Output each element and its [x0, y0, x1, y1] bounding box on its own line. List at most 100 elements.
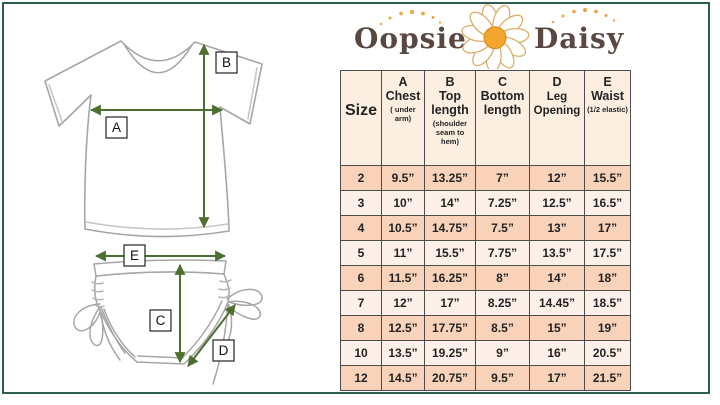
daisy-flower-icon	[461, 4, 530, 69]
col-letter-c: C	[497, 75, 508, 89]
svg-text:A: A	[112, 120, 121, 135]
cell-leg-opening: 12.5”	[529, 190, 585, 216]
col-header-chest: A Chest ( under arm)	[381, 70, 425, 166]
cell-size: 4	[340, 215, 382, 241]
cell-waist: 17.5”	[584, 240, 631, 266]
tshirt-collar-line	[123, 43, 193, 74]
col-label-leg-opening: Leg Opening	[533, 91, 581, 118]
table-row: 6 11.5” 16.25” 8” 14” 18”	[340, 265, 631, 291]
svg-text:B: B	[222, 55, 231, 70]
table-row: 7 12” 17” 8.25” 14.45” 18.5”	[340, 290, 631, 316]
dotted-arc-right-icon	[551, 7, 616, 24]
cell-bottom-length: 7.5”	[475, 215, 530, 241]
cell-bottom-length: 9”	[475, 340, 530, 366]
svg-text:D: D	[219, 343, 229, 358]
cell-chest: 12”	[381, 290, 425, 316]
cell-leg-opening: 16”	[529, 340, 585, 366]
cell-waist: 18”	[584, 265, 631, 291]
label-d: D	[212, 339, 235, 362]
col-letter-e: E	[603, 75, 612, 89]
cell-chest: 11”	[381, 240, 425, 266]
cell-size: 5	[340, 240, 382, 266]
col-label-waist: Waist	[591, 89, 624, 103]
cell-top-length: 19.25”	[424, 340, 476, 366]
cell-chest: 10.5”	[381, 215, 425, 241]
bottoms-right-gathers	[218, 279, 232, 299]
arrow-d-leg-opening	[187, 304, 236, 367]
cell-size: 7	[340, 290, 382, 316]
tshirt-left-cuff-seam	[48, 84, 63, 122]
cell-top-length: 20.75”	[424, 365, 476, 391]
table-row: 8 12.5” 17.75” 8.5” 15” 19”	[340, 315, 631, 341]
size-table-body: 2 9.5” 13.25” 7” 12” 15.5” 3 10” 14” 7.2…	[340, 165, 631, 391]
col-label-chest: Chest	[385, 89, 421, 103]
cell-leg-opening: 17”	[529, 365, 585, 391]
cell-leg-opening: 14.45”	[529, 290, 585, 316]
cell-waist: 17”	[584, 215, 631, 241]
cell-leg-opening: 13”	[529, 215, 585, 241]
col-label-top-length: Top length	[431, 89, 469, 117]
measure-labels: A B E C D	[105, 51, 238, 362]
cell-top-length: 16.25”	[424, 265, 476, 291]
cell-chest: 10”	[381, 190, 425, 216]
col-letter-b: B	[445, 75, 455, 89]
cell-chest: 9.5”	[381, 165, 425, 191]
dotted-arc-left-icon	[379, 9, 442, 26]
cell-bottom-length: 8.5”	[475, 315, 530, 341]
svg-text:C: C	[156, 313, 166, 328]
size-chart-table: Size A Chest ( under arm) B Top length (…	[340, 70, 631, 391]
cell-size: 12	[340, 365, 382, 391]
tshirt-hem-seam	[85, 221, 229, 230]
cell-top-length: 13.25”	[424, 165, 476, 191]
cell-leg-opening: 15”	[529, 315, 585, 341]
cell-waist: 19”	[584, 315, 631, 341]
left-tie-bow	[73, 303, 126, 361]
header-row: Size A Chest ( under arm) B Top length (…	[340, 70, 631, 166]
col-header-leg-opening: D Leg Opening	[529, 70, 585, 166]
col-label-bottom-length: Bottom length	[480, 89, 525, 117]
col-header-waist: E Waist (1/2 elastic)	[584, 70, 631, 166]
cell-chest: 11.5”	[381, 265, 425, 291]
measure-arrows	[89, 43, 236, 367]
table-row: 3 10” 14” 7.25” 12.5” 16.5”	[340, 190, 631, 216]
table-row: 12 14.5” 20.75” 9.5” 17” 21.5”	[340, 365, 631, 391]
bottoms-left-leg-binding	[103, 308, 136, 358]
tshirt-right-cuff-seam	[247, 67, 258, 120]
svg-text:E: E	[130, 248, 139, 263]
col-header-size: Size	[340, 70, 382, 166]
table-row: 2 9.5” 13.25” 7” 12” 15.5”	[340, 165, 631, 191]
cell-bottom-length: 9.5”	[475, 365, 530, 391]
cell-bottom-length: 8.25”	[475, 290, 530, 316]
col-header-top-length: B Top length (shoulder seam to hem)	[424, 70, 476, 166]
cell-chest: 13.5”	[381, 340, 425, 366]
cell-leg-opening: 14”	[529, 265, 585, 291]
cell-waist: 21.5”	[584, 365, 631, 391]
cell-bottom-length: 7.25”	[475, 190, 530, 216]
table-row: 5 11” 15.5” 7.75” 13.5” 17.5”	[340, 240, 631, 266]
cell-waist: 16.5”	[584, 190, 631, 216]
cell-waist: 15.5”	[584, 165, 631, 191]
col-sub-top-length: (shoulder seam to hem)	[432, 118, 468, 147]
cell-chest: 12.5”	[381, 315, 425, 341]
cell-chest: 14.5”	[381, 365, 425, 391]
label-c: C	[149, 309, 172, 332]
cell-size: 10	[340, 340, 382, 366]
label-e: E	[123, 244, 146, 267]
cell-waist: 18.5”	[584, 290, 631, 316]
measurement-diagram: A B E C D	[44, 40, 263, 385]
cell-size: 6	[340, 265, 382, 291]
cell-size: 8	[340, 315, 382, 341]
cell-leg-opening: 13.5”	[529, 240, 585, 266]
cell-bottom-length: 8”	[475, 265, 530, 291]
cell-top-length: 17.75”	[424, 315, 476, 341]
cell-leg-opening: 12”	[529, 165, 585, 191]
cell-top-length: 17”	[424, 290, 476, 316]
cell-top-length: 15.5”	[424, 240, 476, 266]
label-b: B	[215, 51, 238, 74]
cell-size: 2	[340, 165, 382, 191]
logo-word-daisy: Daisy	[534, 22, 625, 55]
table-row: 10 13.5” 19.25” 9” 16” 20.5”	[340, 340, 631, 366]
col-letter-d: D	[552, 75, 562, 89]
cell-waist: 20.5”	[584, 340, 631, 366]
table-row: 4 10.5” 14.75” 7.5” 13” 17”	[340, 215, 631, 241]
